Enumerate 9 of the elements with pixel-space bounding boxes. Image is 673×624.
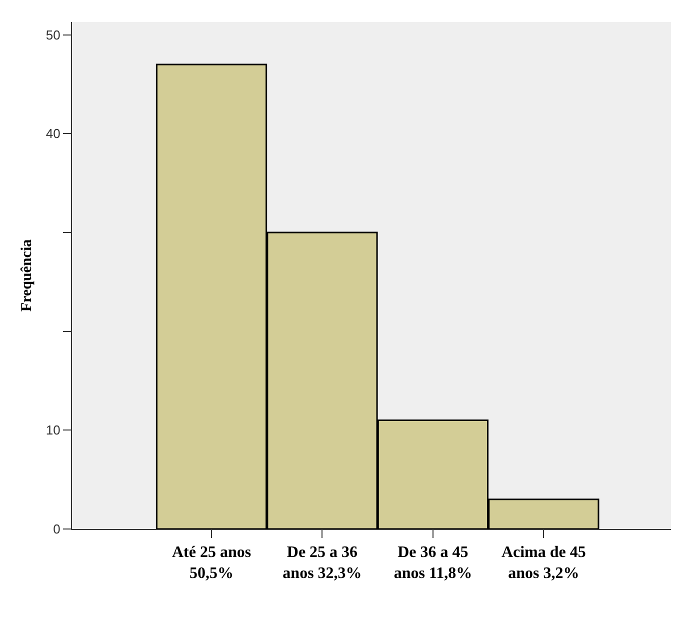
x-tick-label: De 25 a 36 anos 32,3%: [282, 544, 362, 582]
y-tick-label: 10: [46, 422, 60, 438]
x-tick-label: Até 25 anos 50,5%: [172, 544, 252, 582]
x-tick-label: Acima de 45 anos 3,2%: [501, 544, 586, 582]
y-tick-label: 40: [46, 126, 60, 142]
x-tick-label: De 36 a 45 anos 11,8%: [394, 544, 472, 582]
y-tick-label: 50: [46, 27, 60, 42]
y-tick-label: 0: [53, 522, 60, 537]
y-axis-title: Frequência: [19, 238, 36, 312]
